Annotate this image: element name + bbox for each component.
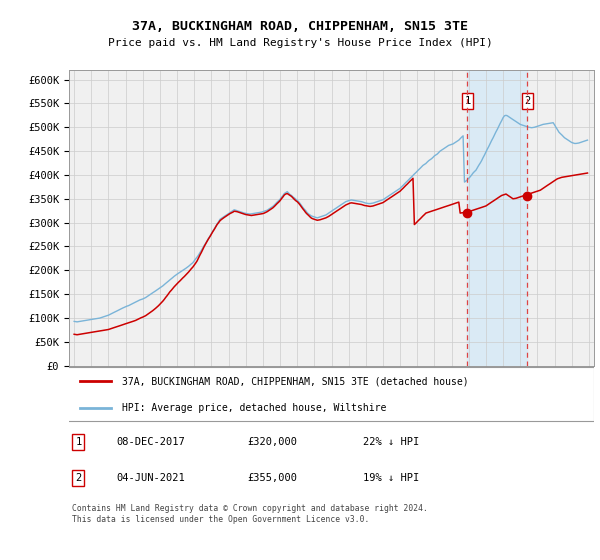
Text: 04-JUN-2021: 04-JUN-2021	[116, 473, 185, 483]
Text: 22% ↓ HPI: 22% ↓ HPI	[363, 437, 419, 447]
Text: 2: 2	[76, 473, 82, 483]
FancyBboxPatch shape	[67, 367, 594, 421]
Text: 1: 1	[464, 96, 470, 106]
Text: Contains HM Land Registry data © Crown copyright and database right 2024.
This d: Contains HM Land Registry data © Crown c…	[71, 505, 427, 524]
Text: 37A, BUCKINGHAM ROAD, CHIPPENHAM, SN15 3TE: 37A, BUCKINGHAM ROAD, CHIPPENHAM, SN15 3…	[132, 20, 468, 32]
Text: 1: 1	[76, 437, 82, 447]
Text: Price paid vs. HM Land Registry's House Price Index (HPI): Price paid vs. HM Land Registry's House …	[107, 38, 493, 48]
Text: 08-DEC-2017: 08-DEC-2017	[116, 437, 185, 447]
Text: HPI: Average price, detached house, Wiltshire: HPI: Average price, detached house, Wilt…	[121, 403, 386, 413]
Text: 37A, BUCKINGHAM ROAD, CHIPPENHAM, SN15 3TE (detached house): 37A, BUCKINGHAM ROAD, CHIPPENHAM, SN15 3…	[121, 376, 468, 386]
Bar	[467, 70, 527, 366]
Text: £320,000: £320,000	[248, 437, 298, 447]
Text: £355,000: £355,000	[248, 473, 298, 483]
Text: 2: 2	[524, 96, 530, 106]
Text: 19% ↓ HPI: 19% ↓ HPI	[363, 473, 419, 483]
